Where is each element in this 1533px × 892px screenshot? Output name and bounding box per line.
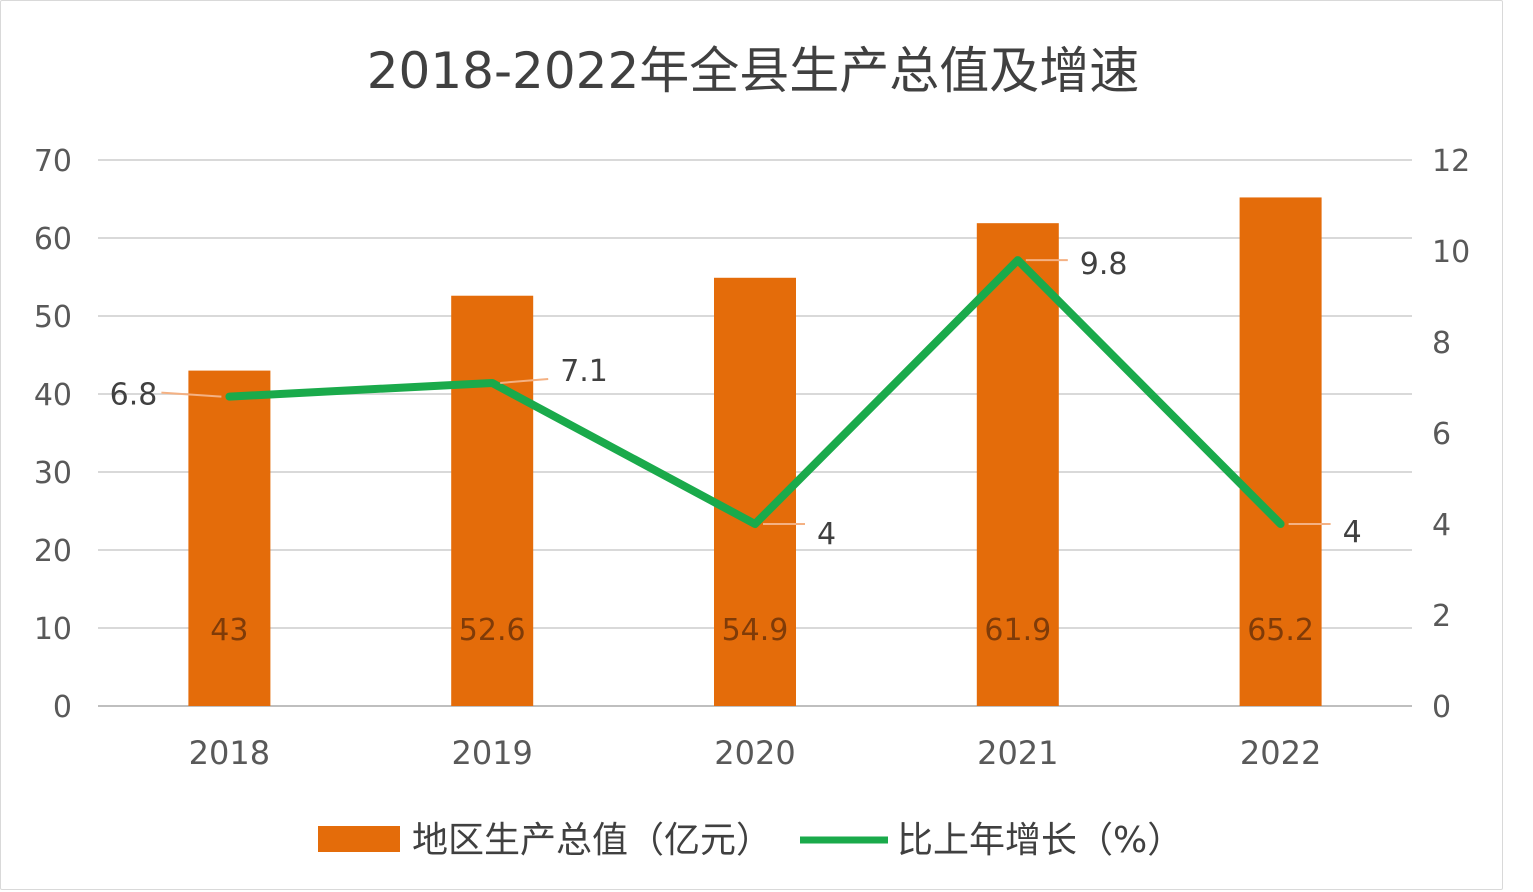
bar-series bbox=[188, 197, 1322, 706]
bar-data-labels: 43 52.6 54.9 61.9 65.2 bbox=[210, 613, 1314, 648]
legend: 地区生产总值（亿元） 比上年增长（%） bbox=[318, 820, 1183, 861]
chart-title: 2018-2022年全县生产总值及增速 bbox=[367, 42, 1140, 100]
line-data-label: 6.8 bbox=[110, 378, 158, 413]
line-data-label: 9.8 bbox=[1080, 247, 1128, 282]
bar bbox=[1239, 197, 1322, 706]
right-tick-label: 6 bbox=[1432, 417, 1451, 452]
x-tick-label: 2018 bbox=[189, 734, 270, 772]
bar-data-label: 61.9 bbox=[984, 613, 1051, 648]
right-tick-label: 12 bbox=[1432, 144, 1470, 179]
right-tick-label: 10 bbox=[1432, 235, 1470, 270]
left-axis-ticks: 0 10 20 30 40 50 60 70 bbox=[34, 144, 72, 725]
right-axis-ticks: 0 2 4 6 8 10 12 bbox=[1432, 144, 1470, 725]
right-tick-label: 2 bbox=[1432, 599, 1451, 634]
legend-label-bar: 地区生产总值（亿元） bbox=[412, 820, 772, 861]
bar bbox=[451, 295, 534, 706]
leader-line bbox=[161, 391, 222, 398]
legend-label-line: 比上年增长（%） bbox=[897, 820, 1183, 861]
x-axis-labels: 2018 2019 2020 2021 2022 bbox=[189, 734, 1322, 772]
left-tick-label: 20 bbox=[34, 534, 72, 569]
left-tick-label: 30 bbox=[34, 456, 72, 491]
line-data-label: 4 bbox=[817, 517, 836, 552]
line-data-label: 7.1 bbox=[560, 354, 608, 389]
right-tick-label: 8 bbox=[1432, 326, 1451, 361]
legend-swatch-bar bbox=[318, 826, 400, 852]
left-tick-label: 50 bbox=[34, 300, 72, 335]
bar-data-label: 43 bbox=[210, 613, 248, 648]
bar bbox=[188, 370, 271, 706]
right-tick-label: 0 bbox=[1432, 690, 1451, 725]
left-tick-label: 0 bbox=[53, 690, 72, 725]
bar-data-label: 52.6 bbox=[459, 613, 526, 648]
line-data-label: 4 bbox=[1343, 515, 1362, 550]
x-tick-label: 2021 bbox=[977, 734, 1058, 772]
x-tick-label: 2020 bbox=[714, 734, 795, 772]
growth-line bbox=[225, 256, 1285, 528]
bar-data-label: 54.9 bbox=[722, 613, 789, 648]
line-series bbox=[225, 256, 1285, 528]
left-tick-label: 40 bbox=[34, 378, 72, 413]
x-tick-label: 2022 bbox=[1240, 734, 1321, 772]
left-tick-label: 70 bbox=[34, 144, 72, 179]
x-tick-label: 2019 bbox=[451, 734, 532, 772]
bar bbox=[976, 223, 1059, 706]
line-data-labels: 6.8 7.1 4 9.8 4 bbox=[110, 247, 1362, 552]
right-tick-label: 4 bbox=[1432, 508, 1451, 543]
bar-data-label: 65.2 bbox=[1247, 613, 1314, 648]
left-tick-label: 10 bbox=[34, 612, 72, 647]
left-tick-label: 60 bbox=[34, 222, 72, 257]
leader-line bbox=[500, 377, 549, 384]
